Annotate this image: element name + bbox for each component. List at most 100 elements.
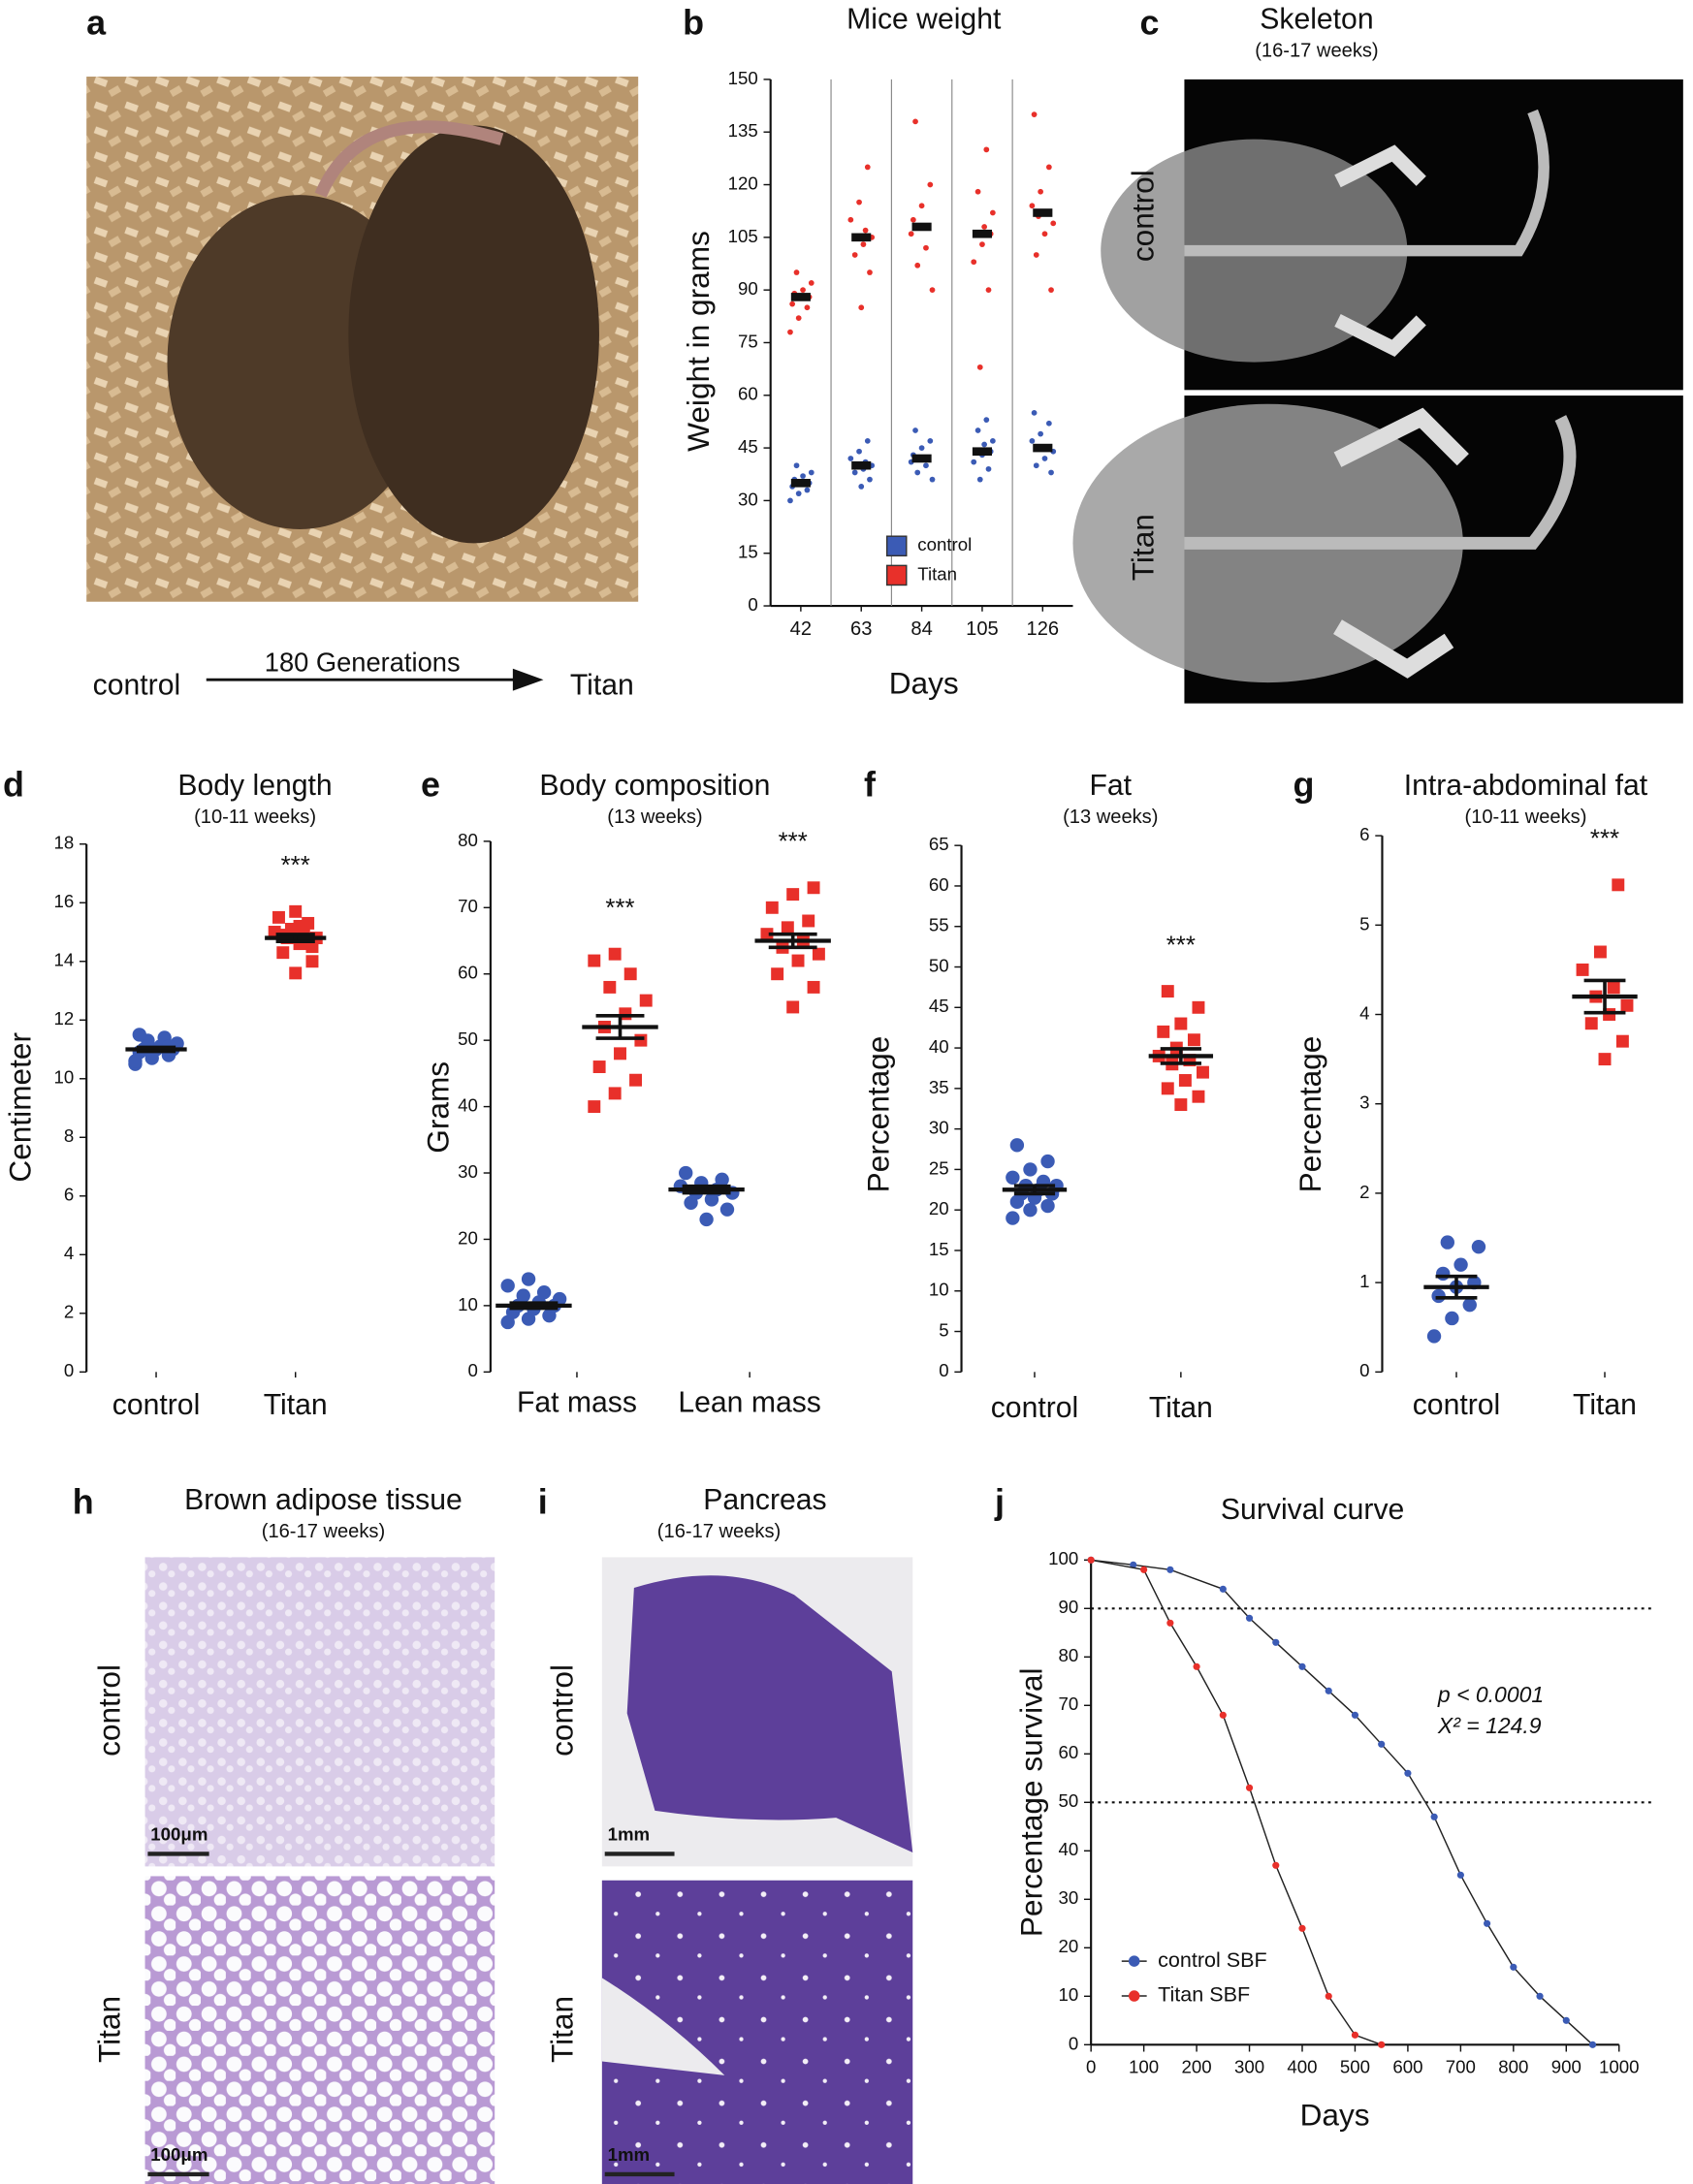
y-tick-label: 75 [738, 331, 758, 351]
y-tick-label: 60 [929, 874, 949, 895]
scale-bar-label: 100μm [150, 2144, 208, 2165]
y-tick-label: 80 [458, 830, 478, 850]
legend-swatch [885, 535, 908, 557]
y-tick-label: 45 [929, 996, 949, 1016]
y-tick-label: 30 [738, 489, 758, 509]
tissue-gap [601, 1978, 725, 2075]
annotation: *** [1590, 826, 1619, 853]
point [971, 459, 977, 465]
panel-letter: j [994, 1481, 1005, 1521]
y-tick-label: 0 [1069, 2033, 1078, 2053]
point [1445, 1311, 1459, 1326]
point [1245, 1784, 1254, 1791]
point [1041, 231, 1048, 237]
point [860, 241, 867, 247]
y-axis-label: Percentage [1293, 1036, 1327, 1193]
point [1430, 1813, 1438, 1820]
point [1023, 1162, 1038, 1177]
mean [972, 447, 993, 457]
point [867, 269, 873, 275]
x-tick-label: 400 [1287, 2057, 1317, 2077]
point [1166, 1619, 1174, 1627]
point [1038, 430, 1044, 437]
point [981, 441, 988, 448]
y-axis-label: Weight in grams [681, 231, 716, 452]
point [976, 476, 983, 483]
point [289, 966, 303, 980]
y-tick-label: 10 [929, 1280, 949, 1300]
point [927, 181, 934, 188]
y-tick-label: 30 [1058, 1887, 1078, 1908]
y-tick-label: 1 [1359, 1271, 1369, 1291]
x-tick-label: 105 [966, 618, 999, 640]
panel-letter: f [864, 764, 877, 804]
y-tick-label: 120 [728, 173, 758, 193]
point [867, 476, 873, 483]
point [1598, 1053, 1612, 1066]
y-tick-label: 18 [53, 833, 74, 853]
point [1219, 1711, 1227, 1719]
point [1484, 1919, 1491, 1927]
chart-title: Body composition [539, 770, 770, 802]
point [858, 304, 865, 311]
x-tick-label: 300 [1234, 2057, 1264, 2077]
point [1193, 1662, 1200, 1670]
y-tick-label: 70 [1058, 1693, 1078, 1714]
histology [144, 1557, 495, 1867]
annotation: X² = 124.9 [1437, 1713, 1542, 1738]
point [789, 301, 796, 307]
point [800, 473, 806, 479]
y-tick-label: 0 [1359, 1360, 1369, 1380]
point [1576, 963, 1589, 976]
point [793, 462, 800, 469]
annotation: *** [281, 852, 310, 879]
y-tick-label: 10 [1058, 1984, 1078, 2005]
panel-letter: g [1294, 764, 1315, 804]
chart-subtitle: (13 weeks) [1063, 807, 1158, 828]
point [1087, 1556, 1095, 1564]
point [851, 252, 858, 258]
point [1031, 410, 1038, 416]
point [634, 1033, 648, 1047]
point [128, 1054, 143, 1068]
x-tick-label: 500 [1340, 2057, 1370, 2077]
point [1045, 164, 1052, 171]
point [910, 216, 916, 223]
point [795, 315, 802, 321]
mouse [348, 125, 599, 544]
point [923, 462, 929, 469]
x-tick-label: 200 [1182, 2057, 1212, 2077]
point [1584, 1017, 1598, 1030]
y-tick-label: 60 [1058, 1742, 1078, 1762]
y-tick-label: 15 [929, 1239, 949, 1259]
point [1462, 1297, 1477, 1313]
point [1440, 1235, 1454, 1250]
point [971, 259, 977, 266]
x-tick-label: control [1413, 1389, 1501, 1421]
mean [972, 229, 993, 238]
point [1029, 437, 1036, 444]
panel-letter: e [421, 764, 440, 804]
x-tick-label: 600 [1392, 2057, 1422, 2077]
y-tick-label: 105 [728, 226, 758, 246]
y-tick-label: 80 [1058, 1645, 1078, 1665]
point [1140, 1566, 1148, 1573]
survival-line [1091, 1559, 1593, 2045]
chart-title: Survival curve [1221, 1494, 1404, 1526]
y-tick-label: 60 [458, 963, 478, 983]
point [1197, 1065, 1209, 1079]
point [918, 203, 925, 209]
y-tick-label: 10 [458, 1294, 478, 1314]
x-tick-label: 42 [790, 618, 812, 640]
point [1378, 2041, 1386, 2048]
point [1040, 1198, 1055, 1214]
point [639, 994, 653, 1007]
legend-marker [1128, 1990, 1140, 2002]
row-label: Titan [91, 1996, 126, 2063]
point [500, 1279, 515, 1293]
point [1187, 1033, 1200, 1047]
point [1562, 2016, 1570, 2024]
y-tick-label: 30 [929, 1118, 949, 1138]
point [795, 491, 802, 497]
point [305, 955, 319, 968]
